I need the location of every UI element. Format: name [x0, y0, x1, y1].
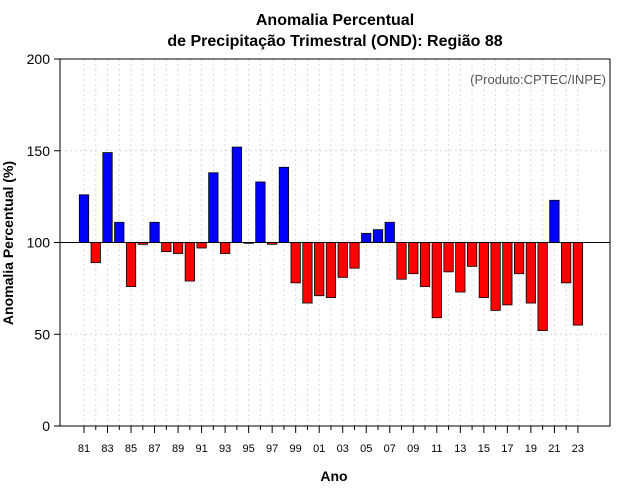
- bar-89: [172, 242, 184, 254]
- y-axis-label: Anomalia Percentual (%): [0, 161, 16, 325]
- x-tick-label: 85: [125, 443, 137, 455]
- bar-05: [361, 232, 372, 243]
- x-tick-label: 91: [195, 443, 207, 455]
- bar-08: [396, 242, 407, 280]
- y-axis: 0 50 100 150 200: [27, 51, 60, 434]
- x-tick-label: 99: [290, 443, 302, 455]
- bar-01: [314, 242, 325, 297]
- bar-83: [102, 152, 113, 243]
- x-tick-label: 03: [337, 443, 349, 455]
- bar-93: [220, 242, 231, 254]
- bar-91: [196, 242, 207, 249]
- x-tick-label: 01: [313, 443, 325, 455]
- bar-84: [114, 221, 125, 243]
- bar-series: [78, 146, 584, 331]
- x-axis-label: Ano: [320, 468, 347, 484]
- bar-99: [290, 242, 301, 284]
- x-tick-label: 87: [148, 443, 160, 455]
- bar-90: [184, 242, 195, 282]
- bar-17: [502, 242, 513, 306]
- bar-14: [466, 242, 478, 267]
- x-tick-label: 19: [525, 443, 537, 455]
- bar-13: [455, 242, 466, 293]
- chart-title-line-2: de Precipitação Trimestral (OND): Região…: [167, 33, 502, 50]
- x-tick-label: 81: [78, 443, 90, 455]
- x-tick-label: 11: [431, 443, 442, 455]
- x-tick-label: 09: [407, 443, 419, 455]
- bar-06: [372, 229, 384, 243]
- bar-16: [490, 242, 501, 311]
- bar-18: [514, 242, 525, 275]
- x-tick-label: 05: [360, 443, 372, 455]
- bar-82: [90, 242, 101, 264]
- bar-21: [549, 199, 560, 243]
- bar-98: [278, 166, 290, 243]
- bar-04: [349, 242, 360, 269]
- product-credit: (Produto:CPTEC/INPE): [470, 72, 606, 87]
- x-tick-label: 21: [548, 443, 560, 455]
- bar-23: [572, 242, 584, 326]
- bar-87: [149, 221, 160, 243]
- grid-lines: [60, 58, 610, 427]
- bar-11: [431, 242, 442, 319]
- bar-00: [302, 242, 313, 304]
- y-tick-label: 100: [27, 235, 51, 251]
- bar-22: [561, 242, 572, 284]
- bar-96: [255, 181, 266, 243]
- bar-19: [525, 242, 536, 304]
- bar-85: [125, 242, 137, 287]
- x-tick-label: 15: [478, 443, 490, 455]
- y-tick-label: 200: [27, 51, 51, 67]
- bar-88: [161, 242, 172, 253]
- bar-09: [408, 242, 419, 275]
- y-tick-label: 50: [34, 326, 50, 342]
- x-tick-label: 13: [454, 443, 466, 455]
- bar-02: [325, 242, 337, 298]
- x-tick-label: 95: [243, 443, 255, 455]
- x-tick-label: 93: [219, 443, 231, 455]
- x-axis: 81 83 85 87 89 91 93 95 97 99 01 03 05 07 09 11 13 15 17 19…: [78, 426, 584, 455]
- x-tick-label: 07: [384, 443, 396, 455]
- bar-07: [384, 221, 395, 243]
- bar-12: [443, 242, 454, 273]
- bar-20: [537, 242, 548, 331]
- y-tick-label: 150: [27, 143, 51, 159]
- y-tick-label: 0: [42, 418, 50, 434]
- bar-81: [78, 194, 90, 243]
- bar-15: [478, 242, 489, 298]
- x-tick-label: 23: [572, 443, 584, 455]
- bar-03: [337, 242, 348, 278]
- x-tick-label: 89: [172, 443, 184, 455]
- chart-title-line-1: Anomalia Percentual: [256, 12, 414, 29]
- bar-92: [208, 172, 219, 243]
- bar-10: [419, 242, 431, 287]
- x-tick-label: 83: [101, 443, 113, 455]
- bar-94: [231, 146, 242, 243]
- x-tick-label: 97: [266, 443, 278, 455]
- x-tick-label: 17: [501, 443, 513, 455]
